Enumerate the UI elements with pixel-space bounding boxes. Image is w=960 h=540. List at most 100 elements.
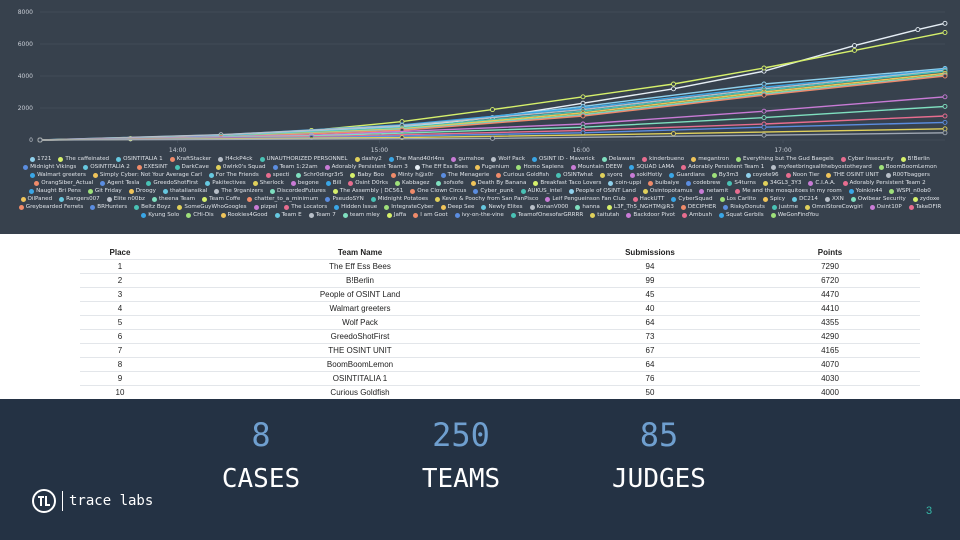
- legend-item[interactable]: HackUTT: [632, 195, 664, 203]
- legend-item[interactable]: L3F_Th5_NGHTM@R3: [606, 203, 674, 211]
- legend-item[interactable]: Cyber_punk: [473, 187, 514, 195]
- table-row[interactable]: 10 Curious Goldfish 50 4000: [80, 384, 920, 399]
- legend-item[interactable]: Git Friday: [87, 187, 122, 195]
- legend-item[interactable]: UNAUTHORIZED PERSONNEL: [259, 155, 348, 163]
- legend-item[interactable]: sofsofe: [436, 179, 464, 187]
- legend-item[interactable]: Minty h@x0r: [391, 171, 434, 179]
- table-row[interactable]: 4 Walmart greeters 40 4410: [80, 300, 920, 315]
- legend-item[interactable]: TakeDFIR: [908, 203, 941, 211]
- legend-item[interactable]: theena Team: [151, 195, 195, 203]
- legend-item[interactable]: The Assembly | DC561: [332, 187, 403, 195]
- legend-item[interactable]: zydoxe: [912, 195, 939, 203]
- legend-item[interactable]: Death By Banana: [470, 179, 526, 187]
- legend-item[interactable]: Cyber Insecurity: [840, 155, 894, 163]
- legend-item[interactable]: Leif Pengueinson Fan Club: [545, 195, 626, 203]
- legend-item[interactable]: Baby Boo: [350, 171, 384, 179]
- legend-item[interactable]: Wolf Pack: [491, 155, 525, 163]
- legend-item[interactable]: S4turns: [727, 179, 756, 187]
- legend-item[interactable]: Owlbear Security: [850, 195, 906, 203]
- legend-item[interactable]: Greybearded Ferrets: [18, 203, 83, 211]
- legend-item[interactable]: Kabbagez: [395, 179, 429, 187]
- legend-item[interactable]: Elite n00bz: [106, 195, 145, 203]
- legend-item[interactable]: Osintopotamus: [642, 187, 692, 195]
- legend-item[interactable]: Curious Goldfish: [496, 171, 549, 179]
- legend-item[interactable]: The caffeinated: [58, 155, 109, 163]
- legend-item[interactable]: OSINTITALIA 2: [83, 163, 130, 171]
- legend-item[interactable]: syorq: [600, 171, 623, 179]
- legend-item[interactable]: KonanV000: [529, 203, 568, 211]
- legend-item[interactable]: R00Tbaggers: [885, 171, 930, 179]
- legend-item[interactable]: OrangSiber_Actual: [34, 179, 93, 187]
- legend-item[interactable]: IntegrateCyber: [384, 203, 434, 211]
- legend-item[interactable]: Me and the mosquitoes in my room: [735, 187, 842, 195]
- legend-item[interactable]: DC214: [792, 195, 818, 203]
- legend-item[interactable]: Naught Bri Pens: [29, 187, 81, 195]
- legend-item[interactable]: People of OSINT Land: [568, 187, 636, 195]
- legend-item[interactable]: coyote96: [745, 171, 779, 179]
- legend-item[interactable]: OilPaned: [20, 195, 52, 203]
- legend-item[interactable]: SQUAD LAMA: [629, 163, 674, 171]
- legend-item[interactable]: SomeGuyWhoGoogles: [177, 203, 247, 211]
- legend-item[interactable]: Kevin & Poochy from San PanPisco: [435, 195, 538, 203]
- legend-item[interactable]: Adorably Persistent Team 2: [842, 179, 926, 187]
- legend-item[interactable]: Team 7: [308, 211, 336, 219]
- legend-item[interactable]: I am Goot: [413, 211, 448, 219]
- legend-item[interactable]: Beltz Boyz: [134, 203, 170, 211]
- legend-item[interactable]: Osint D0rks: [348, 179, 388, 187]
- legend-item[interactable]: Breakfast Taco Lovers: [533, 179, 601, 187]
- legend-item[interactable]: Simply Cyber: Not Your Average Carl: [92, 171, 202, 179]
- legend-item[interactable]: C.I.A.A.: [808, 179, 836, 187]
- legend-item[interactable]: RiskyDonuts: [723, 203, 765, 211]
- legend-item[interactable]: Everything but The Gud Baegels: [736, 155, 834, 163]
- legend-item[interactable]: Agent Tesla: [100, 179, 139, 187]
- legend-item[interactable]: Kyung Solo: [141, 211, 179, 219]
- legend-item[interactable]: kinderbueno: [642, 155, 684, 163]
- legend-item[interactable]: Team E: [274, 211, 302, 219]
- legend-item[interactable]: Midnight Vikings: [23, 163, 76, 171]
- legend-item[interactable]: OmniStoreCowgirl: [805, 203, 863, 211]
- legend-item[interactable]: DarkCave: [174, 163, 209, 171]
- legend-item[interactable]: Yoinkin44: [848, 187, 882, 195]
- legend-item[interactable]: The Mand40rl4ns: [388, 155, 444, 163]
- legend-item[interactable]: For The Friends: [208, 171, 259, 179]
- legend-item[interactable]: pizpel: [253, 203, 277, 211]
- legend-item[interactable]: taitutah: [590, 211, 619, 219]
- legend-item[interactable]: sokiHotly: [629, 171, 662, 179]
- legend-item[interactable]: coin-uppi: [608, 179, 641, 187]
- legend-item[interactable]: Adorably Persistent Team 3: [324, 163, 408, 171]
- legend-item[interactable]: myfeetbringsallthebyostotheyard: [771, 163, 872, 171]
- legend-item[interactable]: H4ckP4ck: [218, 155, 253, 163]
- legend-item[interactable]: EXESINT: [136, 163, 168, 171]
- legend-item[interactable]: XXN: [824, 195, 844, 203]
- legend-item[interactable]: CHi-Dis: [186, 211, 214, 219]
- table-row[interactable]: 2 B!Berlin 99 6720: [80, 272, 920, 287]
- legend-item[interactable]: OSINTITALIA 1: [116, 155, 163, 163]
- legend-item[interactable]: Ambush: [682, 211, 712, 219]
- legend-item[interactable]: Jaffa: [386, 211, 406, 219]
- legend-item[interactable]: OSINT ID - Maverick: [532, 155, 595, 163]
- column-header-submissions[interactable]: Submissions: [625, 247, 675, 257]
- legend-item[interactable]: KraftStacker: [169, 155, 211, 163]
- legend-item[interactable]: DiscordedFutures: [270, 187, 326, 195]
- legend-item[interactable]: dashy2: [354, 155, 382, 163]
- legend-item[interactable]: megantron: [691, 155, 729, 163]
- legend-item[interactable]: Squat Gerbils: [719, 211, 764, 219]
- legend-item[interactable]: By3m3: [711, 171, 739, 179]
- legend-item[interactable]: Droogy: [128, 187, 156, 195]
- legend-item[interactable]: AUKUS_intel: [520, 187, 562, 195]
- legend-item[interactable]: Team 1:22am: [272, 163, 318, 171]
- legend-item[interactable]: hanna: [575, 203, 600, 211]
- legend-item[interactable]: Schr0dingr3r5: [296, 171, 343, 179]
- legend-item[interactable]: Delaware: [601, 155, 635, 163]
- legend-item[interactable]: B!Berlin: [900, 155, 930, 163]
- legend-item[interactable]: CyberSquad: [671, 195, 713, 203]
- legend-item[interactable]: OSINTwhat: [556, 171, 593, 179]
- legend-item[interactable]: 0wlrk0's Squad: [215, 163, 266, 171]
- legend-item[interactable]: specti: [265, 171, 289, 179]
- legend-item[interactable]: Guardians: [669, 171, 705, 179]
- legend-item[interactable]: WeGonFindYou: [770, 211, 819, 219]
- legend-item[interactable]: The Eff Ess Bees: [414, 163, 468, 171]
- legend-item[interactable]: chatter_to_a_minimum: [247, 195, 318, 203]
- legend-item[interactable]: WSPI_n0ob0: [889, 187, 931, 195]
- legend-item[interactable]: Newly Elites: [481, 203, 523, 211]
